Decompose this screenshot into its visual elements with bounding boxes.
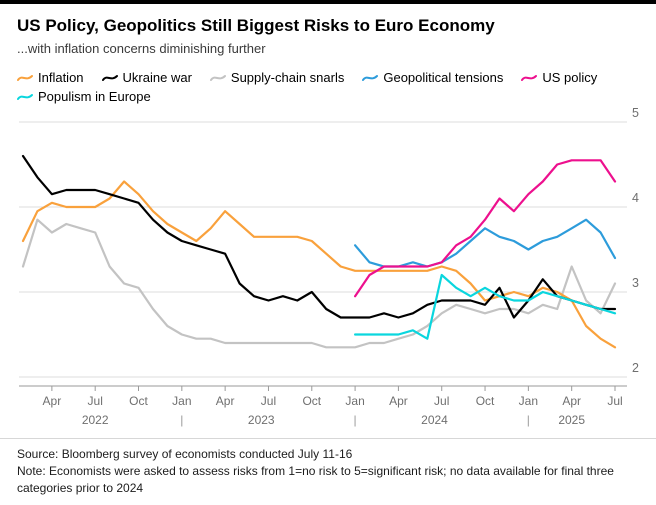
x-axis-tick-label: Apr [43, 394, 62, 408]
legend-item-ukraine-war: Ukraine war [101, 70, 192, 85]
legend-line-swatch [17, 74, 33, 81]
legend-item-populism-in-europe: Populism in Europe [17, 89, 151, 104]
year-label: 2023 [248, 413, 275, 427]
legend-label: Ukraine war [122, 70, 192, 85]
x-axis-tick-label: Jul [434, 394, 449, 408]
chart-title: US Policy, Geopolitics Still Biggest Ris… [17, 16, 495, 35]
legend-item-geopolitical-tensions: Geopolitical tensions [362, 70, 503, 85]
x-axis-tick-label: Jul [607, 394, 622, 408]
legend-item-us-policy: US policy [521, 70, 597, 85]
year-label: 2024 [421, 413, 448, 427]
year-label: 2025 [558, 413, 585, 427]
series-line-ukraine-war [21, 154, 617, 319]
x-axis-tick-label: Apr [216, 394, 235, 408]
legend-label: Inflation [38, 70, 84, 85]
series-line-us-policy [354, 159, 617, 298]
chart-subtitle: ...with inflation concerns diminishing f… [17, 41, 266, 56]
legend-line-swatch [17, 93, 33, 100]
legend-label: Supply-chain snarls [230, 70, 345, 85]
series-line-inflation [21, 180, 617, 349]
x-axis-tick-label: Oct [129, 394, 148, 408]
legend-label: Populism in Europe [38, 89, 151, 104]
x-axis-tick-label: Jan [519, 394, 538, 408]
x-axis-tick-label: Apr [562, 394, 581, 408]
chart-footer: Source: Bloomberg survey of economists c… [0, 438, 656, 496]
x-axis-tick-label: Jul [261, 394, 276, 408]
year-label: 2022 [82, 413, 109, 427]
series-line-populism-in-europe [354, 273, 617, 340]
y-axis-tick-label: 3 [632, 276, 639, 290]
legend-item-supply-chain-snarls: Supply-chain snarls [209, 70, 345, 85]
x-axis-tick-label: Oct [476, 394, 495, 408]
legend-line-swatch [101, 74, 118, 81]
legend-line-swatch [362, 74, 379, 81]
series-line-geopolitical-tensions [354, 218, 617, 268]
y-axis-tick-label: 5 [632, 106, 639, 120]
year-separator: | [180, 413, 183, 427]
note-text: Note: Economists were asked to assess ri… [17, 463, 614, 495]
line-chart-canvas: 2 3 4 5 Apr Jul Oct Jan Apr Jul Oct Jan Apr Jul Oct Jan… [19, 106, 639, 427]
x-axis-tick-label: Oct [302, 394, 321, 408]
legend-label: US policy [542, 70, 598, 85]
x-axis-tick-label: Jan [172, 394, 191, 408]
x-axis-tick-label: Jan [345, 394, 364, 408]
x-axis-tick-label: Apr [389, 394, 408, 408]
y-axis-tick-label: 2 [632, 361, 639, 375]
series-line-supply-chain-snarls [21, 218, 617, 349]
source-text: Source: Bloomberg survey of economists c… [17, 447, 353, 461]
legend-label: Geopolitical tensions [383, 70, 504, 85]
x-axis-tick-label: Jul [88, 394, 103, 408]
legend-row: Populism in Europe [17, 87, 639, 106]
chart-legend: Inflation Ukraine war Supply-chain snarls G… [17, 68, 639, 106]
legend-line-swatch [521, 74, 538, 81]
legend-item-inflation: Inflation [17, 70, 84, 85]
legend-line-swatch [209, 74, 226, 81]
year-separator: | [354, 413, 357, 427]
year-separator: | [527, 413, 530, 427]
y-axis-tick-label: 4 [632, 191, 639, 205]
legend-row: Inflation Ukraine war Supply-chain snarls G… [17, 68, 639, 87]
